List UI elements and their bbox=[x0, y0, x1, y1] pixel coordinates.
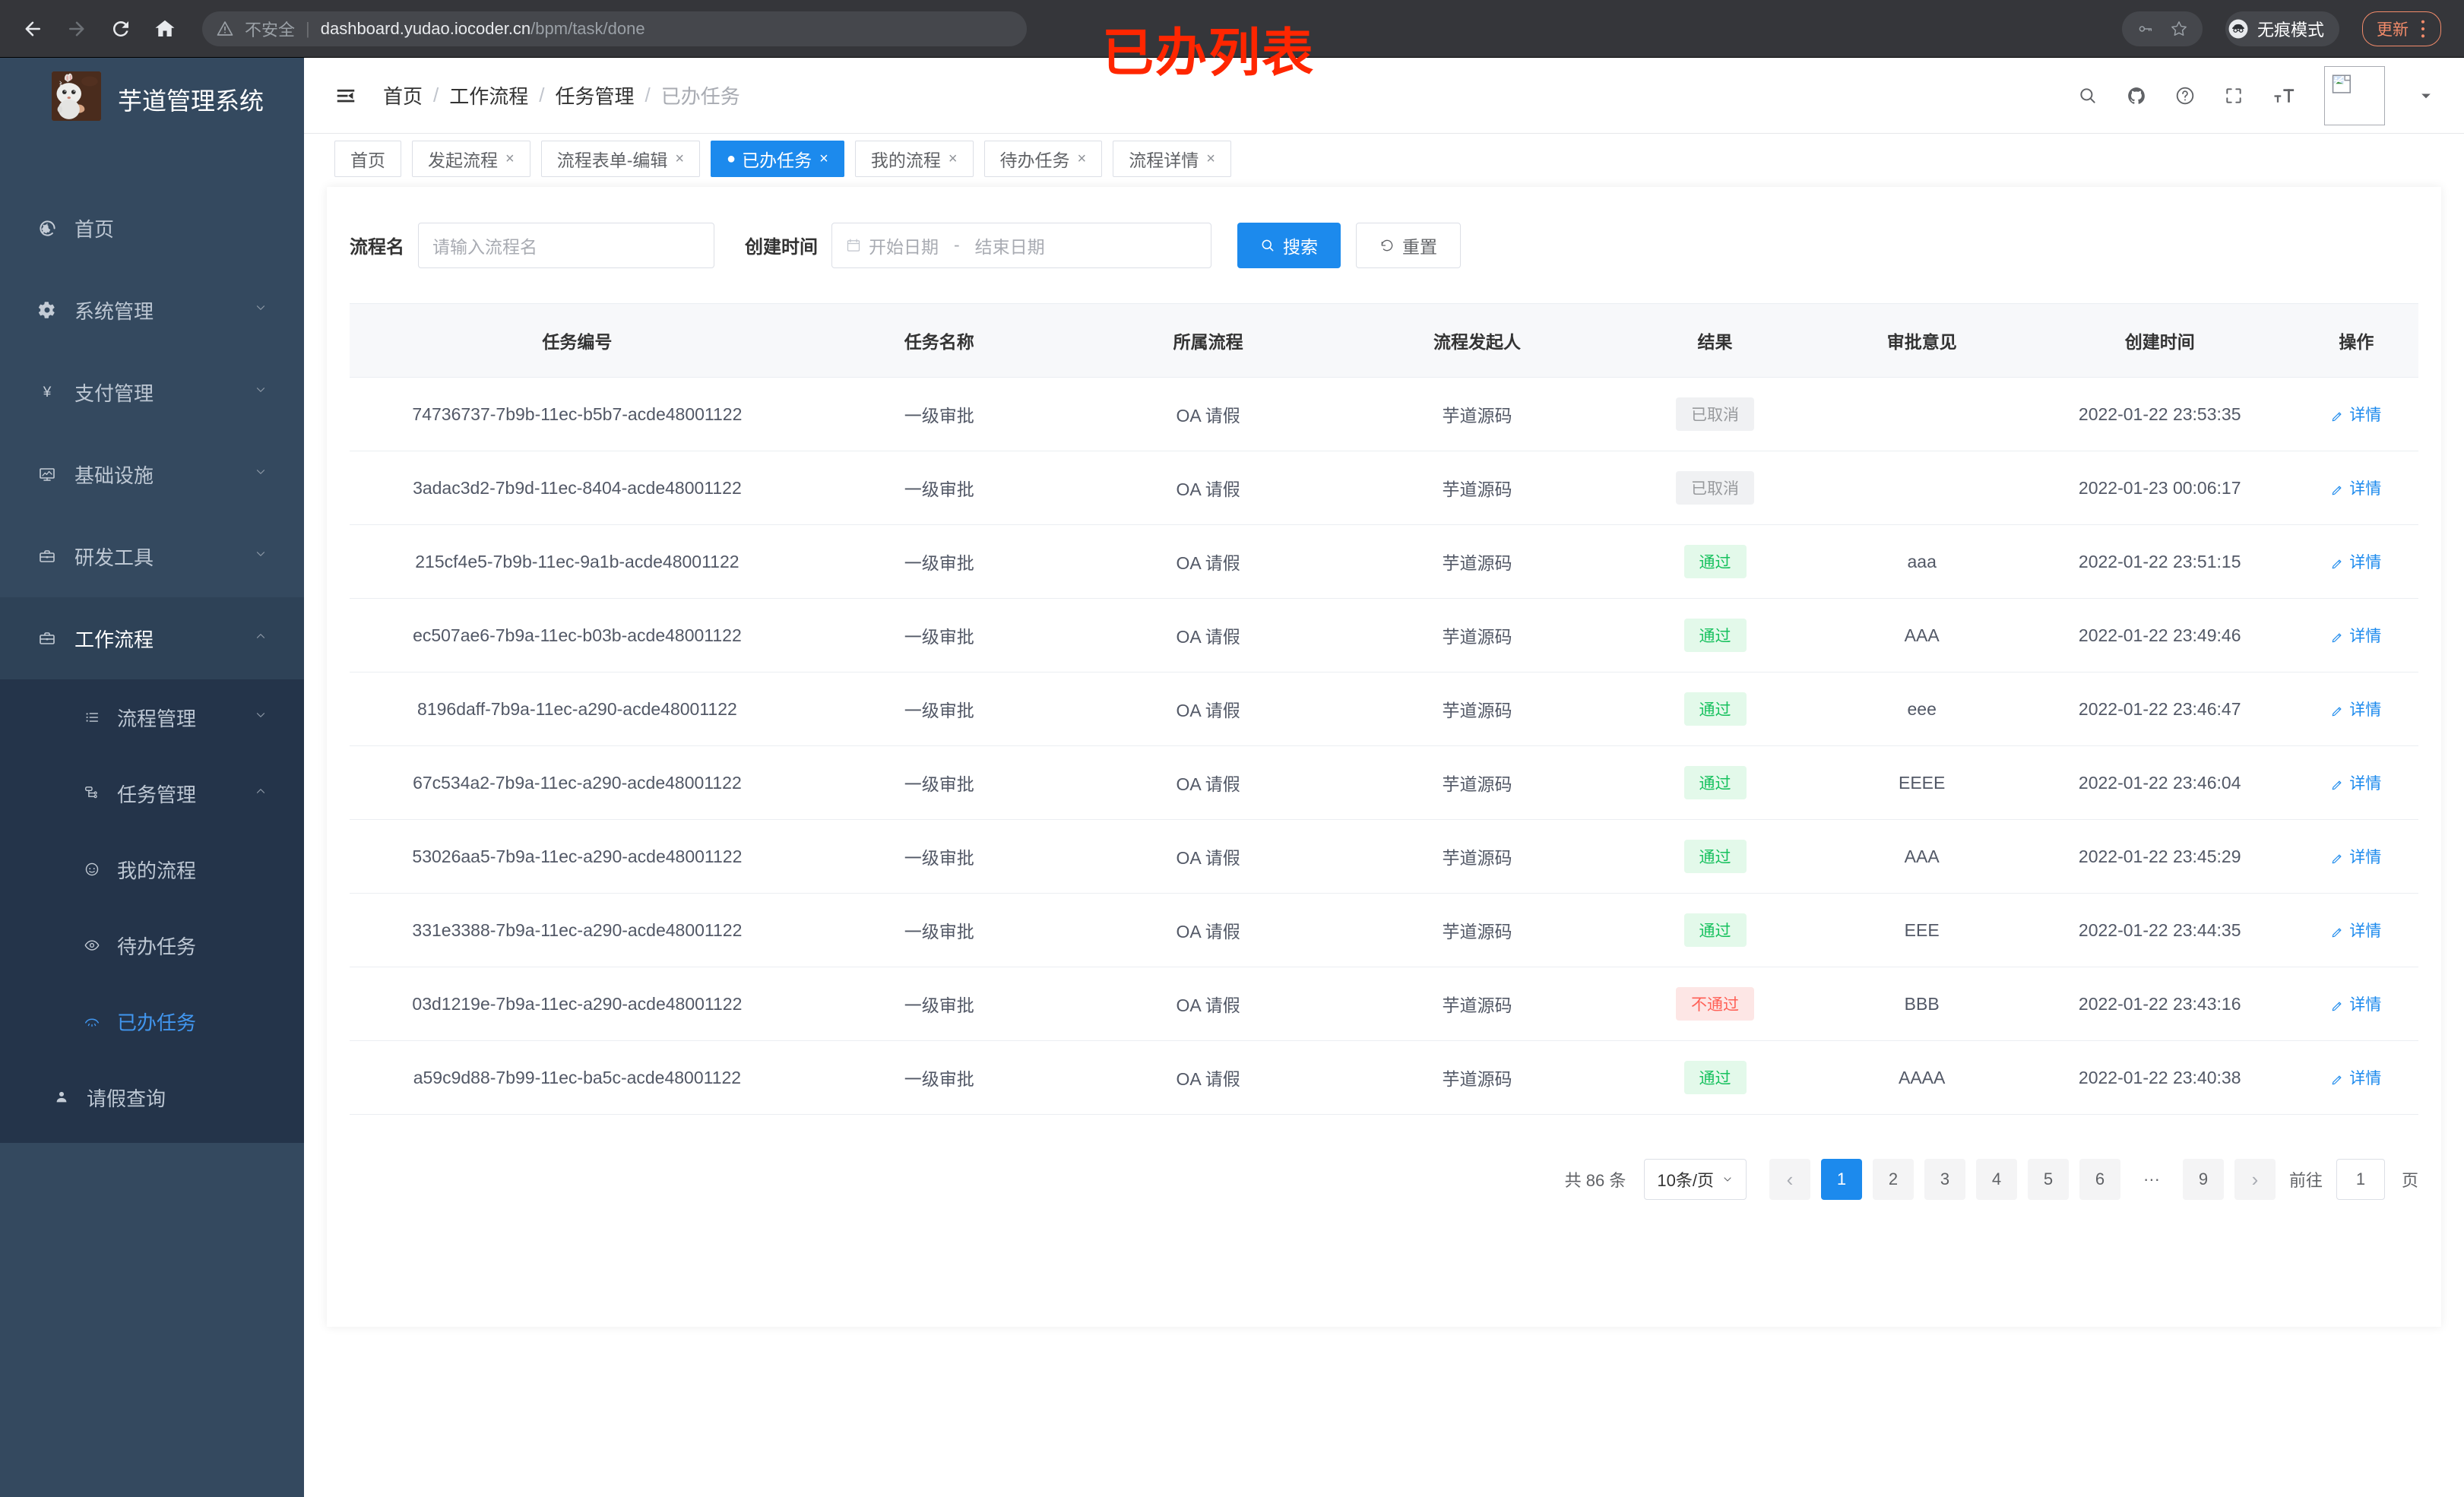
svg-text:¥: ¥ bbox=[43, 385, 52, 400]
